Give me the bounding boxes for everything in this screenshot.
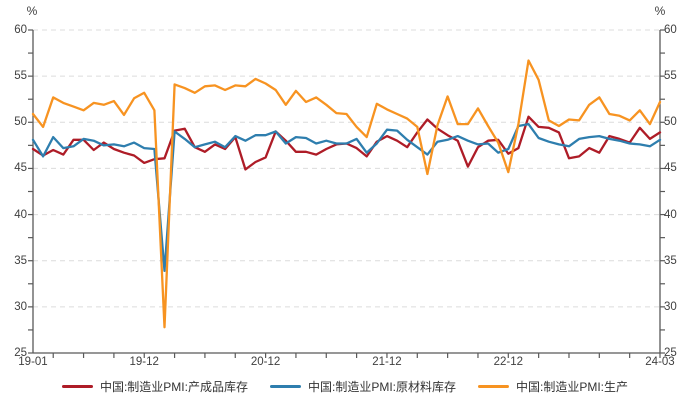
y-tick-label-left-45: 45 [14, 162, 27, 175]
legend-label-raw-materials-inventory: 中国:制造业PMI:原材料库存 [307, 380, 456, 394]
y-axis-unit-right: % [654, 4, 666, 18]
y-tick-label-right-45: 45 [664, 162, 677, 175]
legend-item-finished-goods-inventory: 中国:制造业PMI:产成品库存 [61, 378, 248, 395]
x-tick-label-19-12: 19-12 [129, 356, 159, 368]
y-tick-label-right-55: 55 [664, 70, 677, 83]
y-tick-label-right-35: 35 [664, 254, 677, 267]
x-tick-label-20-12: 20-12 [250, 356, 281, 368]
series-line-raw-materials-inventory [31, 122, 662, 273]
legend-swatch-raw-materials-inventory [269, 384, 301, 389]
y-tick-label-right-50: 50 [664, 116, 677, 129]
y-tick-label-right-60: 60 [664, 24, 677, 36]
y-tick-label-left-25: 25 [14, 347, 27, 359]
x-tick-label-19-01: 19-01 [18, 356, 48, 368]
y-tick-label-left-30: 30 [14, 300, 27, 313]
series-line-production [31, 59, 662, 329]
y-tick-label-left-50: 50 [14, 116, 27, 129]
y-tick-label-right-25: 25 [664, 347, 677, 359]
legend-swatch-production [478, 384, 509, 389]
chart-legend: 中国:制造业PMI:产成品库存 中国:制造业PMI:原材料库存 中国:制造业PMI:… [0, 378, 690, 395]
y-tick-label-left-35: 35 [14, 254, 27, 267]
legend-item-production: 中国:制造业PMI:生产 [478, 378, 628, 395]
legend-label-production: 中国:制造业PMI:生产 [516, 380, 629, 394]
y-tick-label-right-40: 40 [664, 208, 677, 221]
x-tick-label-22-12: 22-12 [493, 356, 523, 368]
x-tick-label-24-03: 24-03 [645, 356, 675, 368]
y-tick-label-left-40: 40 [14, 208, 27, 221]
y-axis-unit-left: % [26, 4, 38, 18]
legend-label-finished-goods-inventory: 中国:制造业PMI:产成品库存 [99, 380, 248, 394]
y-tick-label-right-30: 30 [664, 300, 677, 313]
legend-swatch-finished-goods-inventory [61, 384, 93, 389]
y-tick-label-left-60: 60 [14, 24, 27, 36]
x-tick-label-21-12: 21-12 [372, 356, 402, 368]
y-tick-label-left-55: 55 [14, 70, 27, 83]
legend-item-raw-materials-inventory: 中国:制造业PMI:原材料库存 [269, 378, 456, 395]
